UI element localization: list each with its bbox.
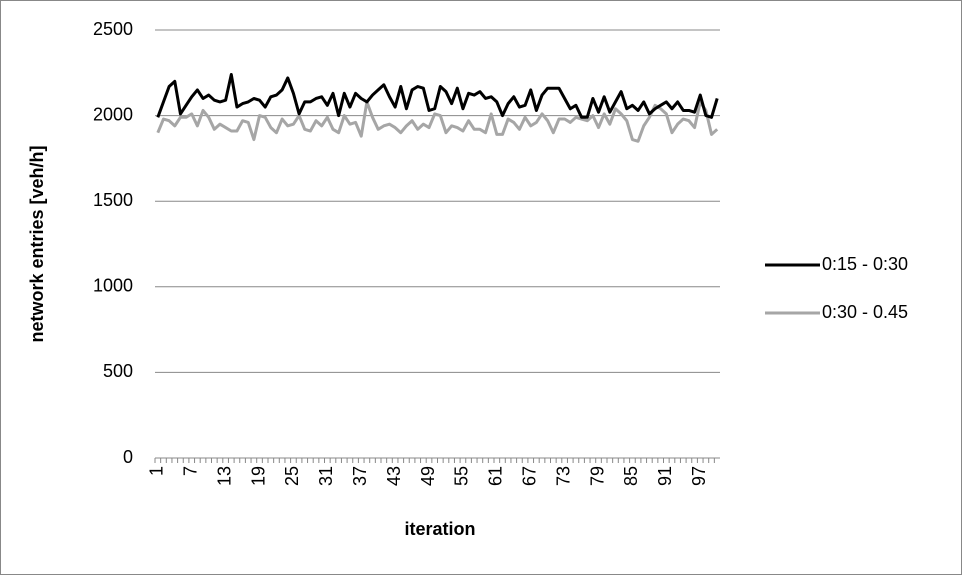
x-axis-title: iteration (404, 519, 475, 539)
x-tick-label: 55 (452, 466, 472, 486)
y-tick-label: 2500 (93, 19, 133, 39)
y-tick-label: 1000 (93, 276, 133, 296)
series-line (156, 100, 719, 143)
x-tick-label: 79 (587, 466, 607, 486)
x-tick-label: 61 (486, 466, 506, 486)
legend-label: 0:30 - 0.45 (822, 302, 908, 322)
x-tick-label: 85 (621, 466, 641, 486)
y-axis-title: network entries [veh/h] (27, 145, 47, 342)
x-tick-label: 49 (418, 466, 438, 486)
y-tick-label: 500 (103, 361, 133, 381)
x-tick-label: 31 (316, 466, 336, 486)
series-line (156, 73, 719, 119)
x-tick-label: 67 (519, 466, 539, 486)
x-tick-label: 97 (689, 466, 709, 486)
x-tick-label: 91 (655, 466, 675, 486)
x-tick-label: 1 (147, 466, 167, 476)
y-tick-label: 2000 (93, 104, 133, 124)
y-tick-label: 1500 (93, 190, 133, 210)
y-tick-label: 0 (123, 447, 133, 467)
x-tick-label: 19 (248, 466, 268, 486)
x-tick-label: 25 (282, 466, 302, 486)
x-tick-label: 13 (214, 466, 234, 486)
x-tick-label: 37 (350, 466, 370, 486)
x-tick-label: 7 (180, 466, 200, 476)
x-tick-label: 73 (553, 466, 573, 486)
x-tick-label: 43 (384, 466, 404, 486)
legend-label: 0:15 - 0:30 (822, 254, 908, 274)
